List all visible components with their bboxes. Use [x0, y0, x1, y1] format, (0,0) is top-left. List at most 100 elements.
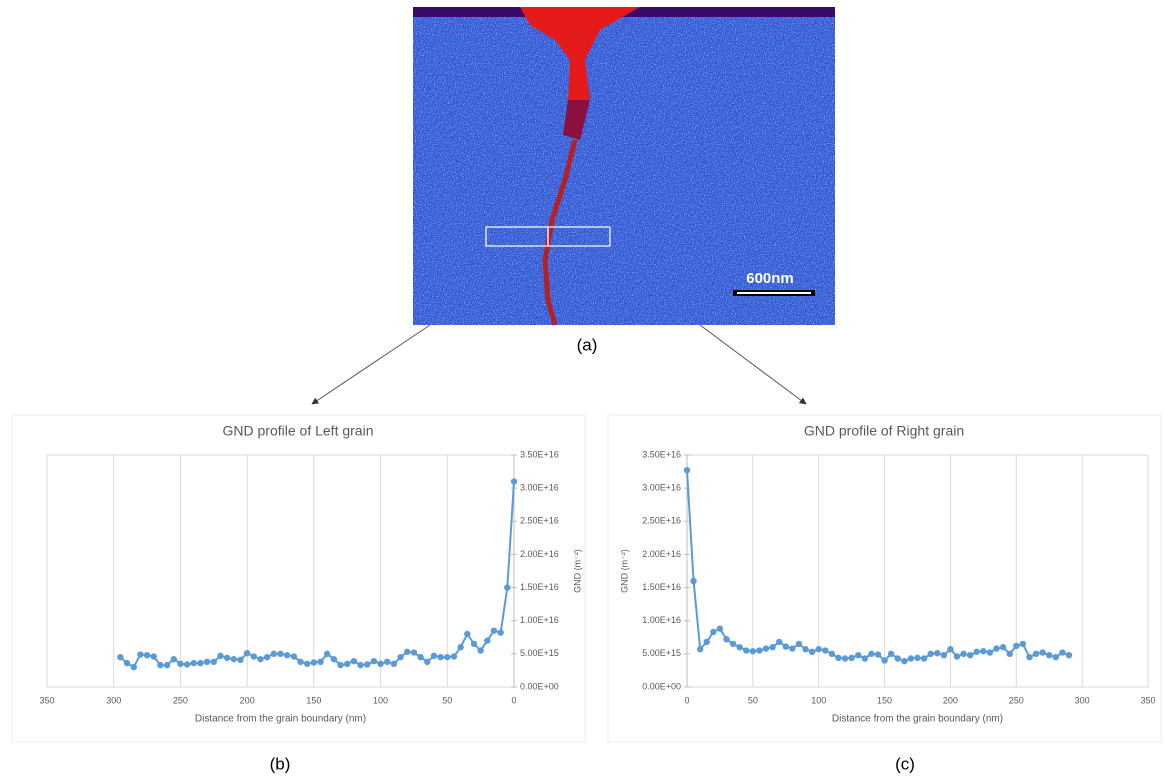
y-tick-label: 1.50E+16: [520, 582, 559, 592]
data-point: [143, 651, 151, 659]
data-point: [743, 647, 750, 654]
data-point: [894, 655, 901, 662]
data-point: [887, 650, 895, 658]
data-point: [986, 649, 994, 656]
data-point: [504, 584, 511, 591]
data-point: [377, 660, 384, 667]
data-point: [210, 658, 217, 666]
data-point: [183, 661, 191, 668]
data-point: [510, 478, 518, 485]
data-point: [835, 654, 842, 662]
data-point: [920, 655, 928, 662]
y-tick-label: 2.00E+16: [520, 549, 559, 559]
data-point: [177, 660, 184, 667]
data-point: [310, 659, 318, 666]
data-point: [430, 652, 438, 660]
data-point: [457, 644, 464, 651]
data-point: [1059, 649, 1066, 656]
data-point: [749, 648, 757, 655]
y-tick-label: 3.00E+16: [642, 483, 681, 493]
data-point: [217, 652, 224, 660]
data-point: [855, 651, 862, 659]
data-point: [437, 653, 444, 661]
data-point: [1026, 653, 1033, 661]
data-point: [404, 648, 411, 656]
micrograph: 600nm: [413, 7, 835, 326]
data-point: [257, 655, 264, 663]
data-point: [815, 646, 822, 653]
arrow: [699, 324, 807, 405]
data-point: [782, 643, 789, 650]
data-point: [710, 628, 717, 636]
data-point: [157, 661, 164, 669]
data-point: [497, 629, 504, 636]
y-tick-label: 3.00E+16: [520, 483, 559, 493]
data-point: [729, 640, 737, 648]
data-point: [303, 660, 311, 667]
data-point: [277, 650, 284, 658]
data-point: [410, 649, 418, 656]
data-point: [841, 655, 849, 662]
x-tick-label: 250: [1009, 695, 1024, 705]
data-point: [802, 646, 809, 653]
y-tick-label: 5.00E+15: [520, 648, 559, 658]
data-point: [953, 653, 961, 660]
data-point: [993, 645, 1000, 652]
data-point: [384, 658, 391, 666]
data-point: [330, 655, 338, 663]
data-point: [868, 650, 875, 658]
data-point: [789, 645, 796, 652]
x-tick-label: 200: [240, 695, 255, 705]
data-point: [736, 644, 743, 651]
data-point: [297, 658, 304, 666]
chart-title: GND profile of Left grain: [223, 423, 374, 439]
data-point: [197, 659, 204, 667]
data-point: [947, 646, 954, 653]
x-axis-label: Distance from the grain boundary (nm): [195, 714, 366, 725]
data-point: [350, 657, 358, 665]
y-axis-label: GND (m⁻²): [572, 549, 582, 593]
data-point: [283, 651, 291, 659]
data-point: [444, 653, 451, 661]
data-point: [914, 654, 921, 662]
data-point: [927, 650, 934, 658]
data-point: [123, 659, 131, 667]
x-tick-label: 100: [373, 695, 388, 705]
x-tick-label: 0: [684, 695, 689, 705]
data-point: [1039, 649, 1046, 656]
data-point: [756, 647, 763, 654]
data-point: [762, 645, 770, 652]
chart-frame: [607, 414, 1162, 743]
data-point: [250, 653, 258, 660]
data-point: [150, 653, 157, 660]
data-point: [477, 647, 484, 654]
y-axis-label: GND (m⁻²): [619, 549, 629, 593]
y-tick-label: 5.00E+15: [642, 648, 681, 658]
data-point: [137, 651, 144, 658]
data-point: [769, 644, 776, 651]
data-point: [417, 653, 424, 661]
data-line: [119, 481, 515, 669]
data-point: [190, 659, 197, 667]
data-point: [230, 655, 237, 663]
x-tick-label: 0: [511, 695, 516, 705]
chart-frame: [11, 414, 586, 743]
y-tick-label: 1.50E+16: [642, 582, 681, 592]
data-point: [484, 637, 491, 644]
data-point: [270, 650, 278, 658]
data-point: [490, 627, 498, 634]
data-point: [1052, 653, 1060, 661]
x-tick-label: 50: [748, 695, 758, 705]
data-point: [795, 640, 803, 648]
y-tick-label: 3.50E+16: [520, 449, 559, 459]
data-point: [683, 467, 691, 474]
data-point: [980, 648, 987, 655]
data-point: [337, 661, 344, 669]
data-point: [470, 640, 478, 648]
scale-bar-label: 600nm: [746, 270, 794, 287]
data-point: [703, 638, 710, 646]
data-point: [1032, 650, 1040, 658]
x-tick-label: 300: [1075, 695, 1090, 705]
y-tick-label: 0.00E+00: [520, 681, 559, 691]
